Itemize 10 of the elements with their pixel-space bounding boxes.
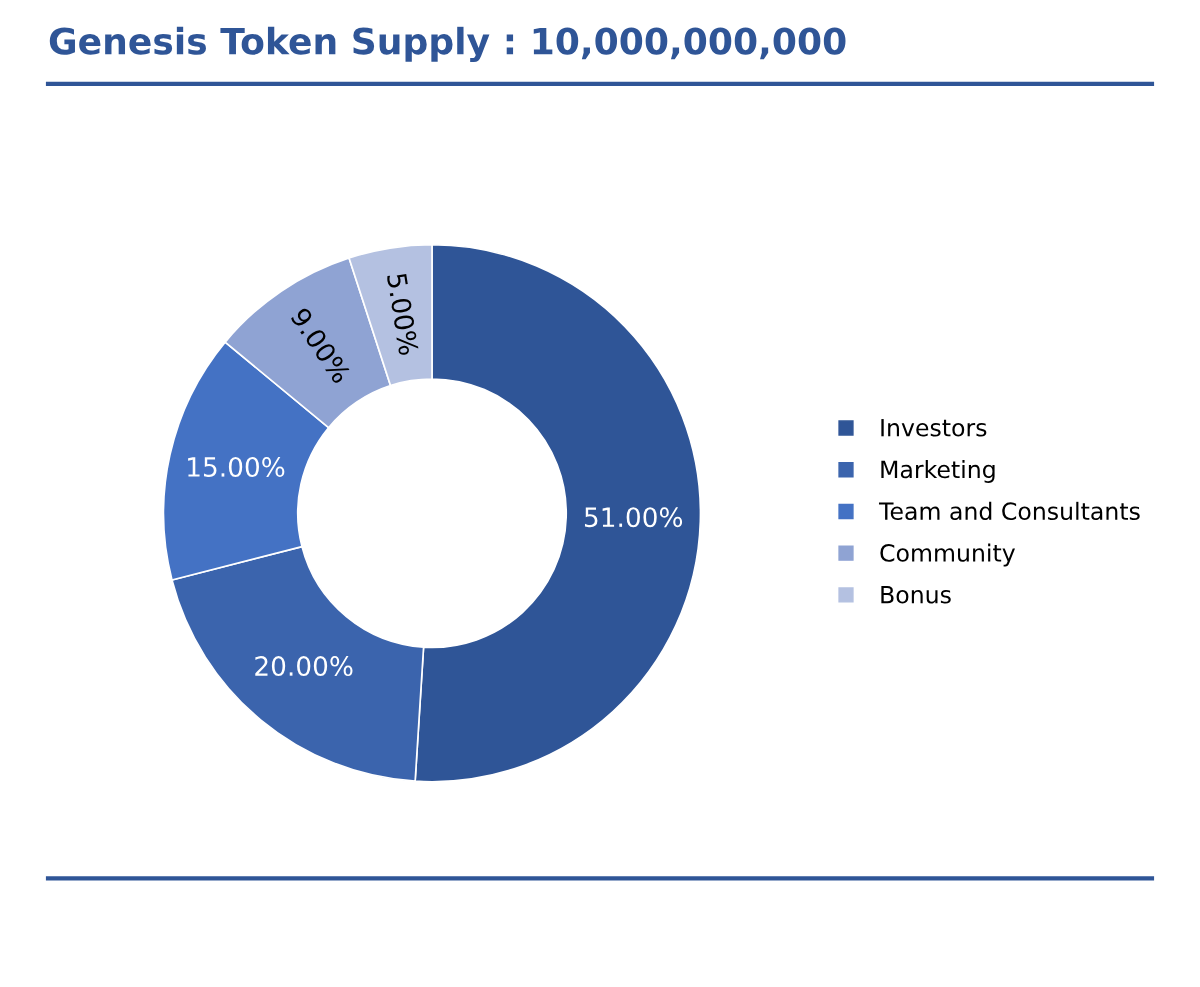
legend-label: Community — [880, 543, 1015, 567]
data-label: 51.00% — [584, 507, 683, 528]
data-label: 20.00% — [255, 656, 353, 677]
chart-title: Genesis Token Supply : 10,000,000,000 — [49, 26, 846, 63]
legend-label: Investors — [881, 419, 987, 437]
data-label: 15.00% — [188, 457, 285, 477]
legend-label: Team and Consultants — [878, 501, 1140, 521]
legend-label: Bonus — [881, 586, 951, 604]
data-label: 5.00% — [386, 273, 419, 356]
legend-label: Marketing — [881, 460, 995, 483]
